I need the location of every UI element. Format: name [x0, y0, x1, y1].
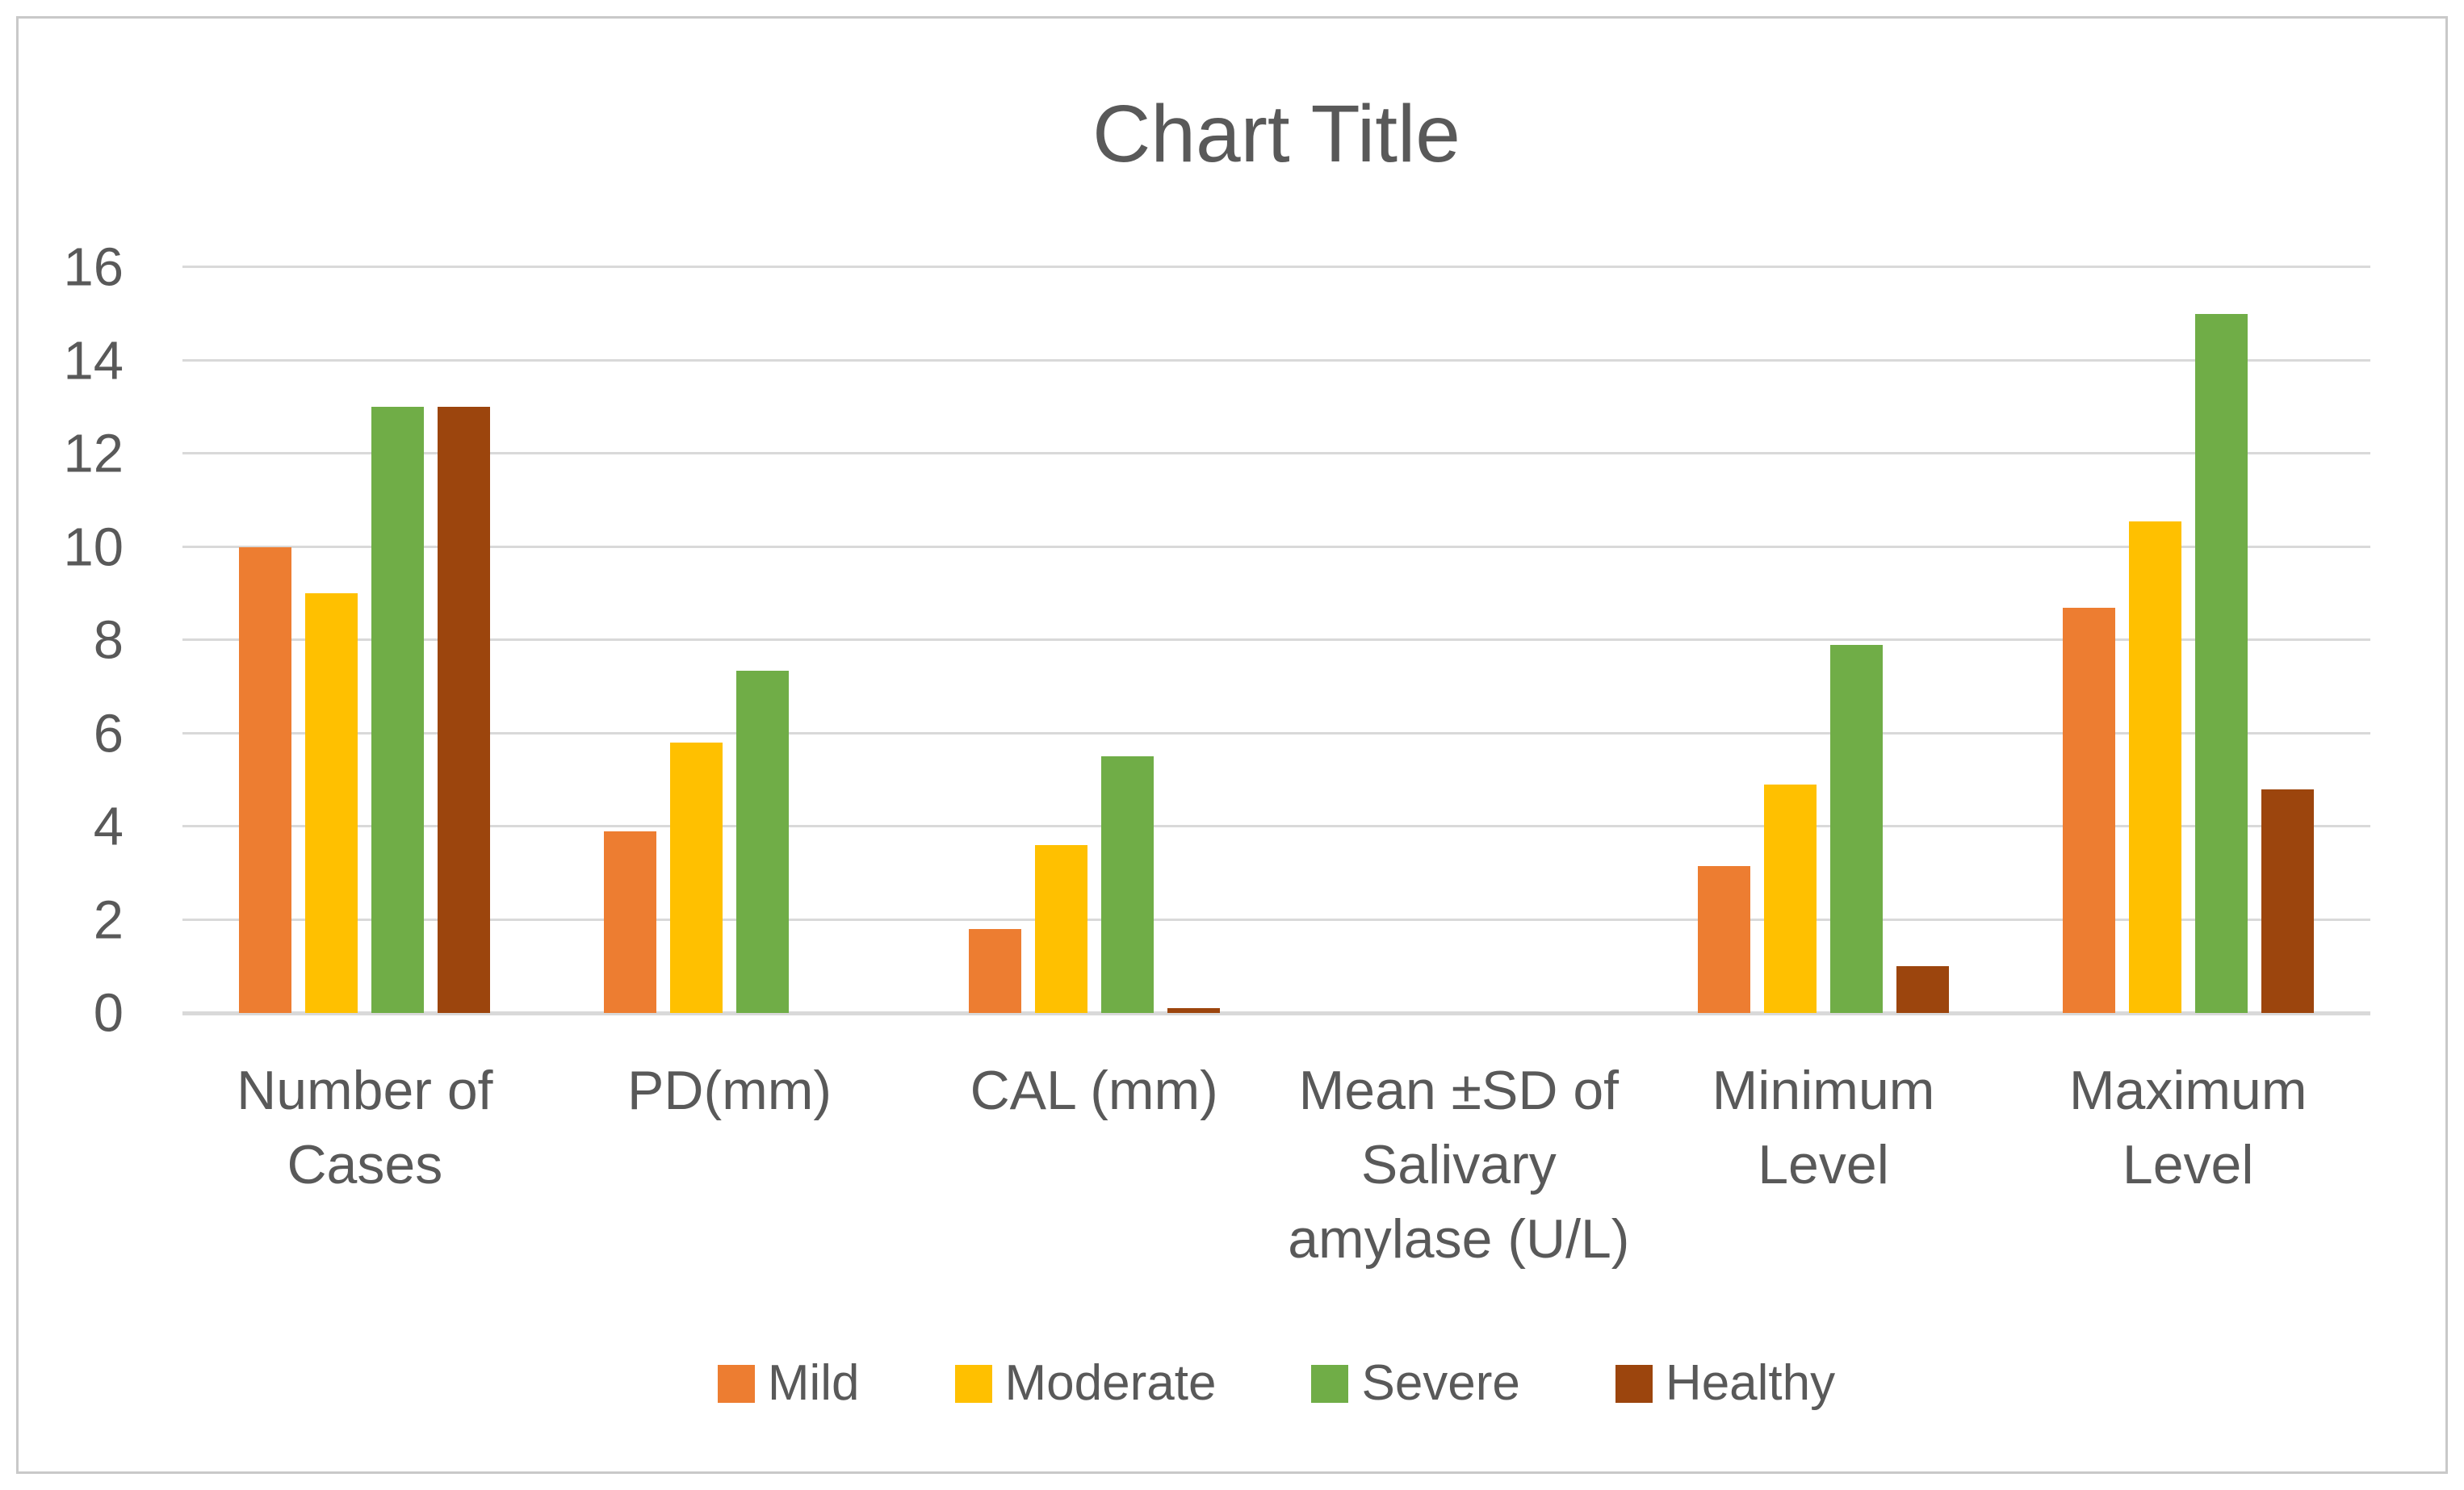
- bar-healthy-5: [2261, 789, 2314, 1013]
- legend-item-healthy: Healthy: [1615, 1358, 1835, 1408]
- bar-mild-2: [968, 929, 1021, 1013]
- gridline-y8: [182, 638, 2370, 641]
- gridline-y6: [182, 731, 2370, 735]
- legend: Mild Moderate Severe Healthy: [182, 1358, 2370, 1408]
- bar-severe-2: [1100, 756, 1154, 1013]
- bar-group-1: [547, 267, 912, 1013]
- y-tick-label-6: 6: [93, 703, 124, 764]
- legend-label-healthy: Healthy: [1665, 1355, 1836, 1411]
- legend-swatch-mild: [717, 1364, 755, 1403]
- bar-group-4: [1641, 267, 2006, 1013]
- y-tick-label-8: 8: [93, 609, 124, 671]
- legend-item-mild: Mild: [717, 1355, 860, 1411]
- legend-label-severe: Severe: [1361, 1355, 1520, 1411]
- bar-moderate-4: [1764, 785, 1817, 1013]
- x-axis-labels: Number of Cases PD(mm) CAL (mm) Mean ±SD of…: [182, 1053, 2370, 1276]
- bar-severe-0: [371, 407, 425, 1013]
- bar-healthy-0: [438, 407, 491, 1013]
- bar-group-2: [911, 267, 1276, 1013]
- bar-mild-0: [239, 546, 292, 1013]
- legend-item-severe: Severe: [1311, 1355, 1520, 1411]
- y-axis: 0 2 4 6 8 10 12 14 16: [19, 241, 124, 1040]
- bar-group-0: [182, 267, 547, 1013]
- bar-healthy-4: [1896, 966, 1950, 1013]
- y-tick-label-4: 4: [93, 796, 124, 857]
- chart-frame: Chart Title 0 2 4 6 8 10 12 14 16 Number of Case…: [16, 16, 2448, 1474]
- bar-moderate-1: [670, 743, 723, 1013]
- y-tick-label-12: 12: [63, 423, 124, 484]
- y-tick-label-2: 2: [93, 889, 124, 950]
- bar-group-3: [1276, 267, 1641, 1013]
- bar-groups: [182, 267, 2370, 1013]
- y-tick-label-0: 0: [93, 982, 124, 1044]
- category-label-0: Number of Cases: [237, 1060, 493, 1195]
- y-tick-label-14: 14: [63, 330, 124, 391]
- legend-swatch-healthy: [1615, 1364, 1653, 1403]
- category-label-1: PD(mm): [626, 1060, 832, 1121]
- x-axis-line: [182, 1011, 2370, 1015]
- legend-swatch-severe: [1311, 1364, 1349, 1403]
- legend-swatch-moderate: [954, 1364, 992, 1403]
- legend-label-mild: Mild: [767, 1355, 860, 1411]
- category-label-5: Maximum Level: [2068, 1060, 2307, 1195]
- plot-area: [182, 266, 2370, 1015]
- chart-title: Chart Title: [1092, 89, 1460, 179]
- bar-moderate-0: [305, 593, 358, 1013]
- gridline-y2: [182, 918, 2370, 921]
- bar-severe-1: [736, 670, 789, 1013]
- legend-item-moderate: Moderate: [954, 1355, 1217, 1411]
- gridline-y4: [182, 825, 2370, 827]
- category-label-3: Mean ±SD of Salivary amylase (U/L): [1288, 1060, 1630, 1270]
- category-label-2: CAL (mm): [970, 1060, 1218, 1121]
- bar-healthy-2: [1167, 1008, 1220, 1013]
- category-label-4: Minimum Level: [1712, 1060, 1935, 1195]
- bar-severe-5: [2194, 313, 2248, 1013]
- gridline-y10: [182, 545, 2370, 548]
- bar-moderate-5: [2128, 521, 2181, 1013]
- gridline-y14: [182, 358, 2370, 362]
- bar-mild-4: [1698, 866, 1751, 1013]
- gridline-y12: [182, 452, 2370, 454]
- bar-mild-1: [604, 831, 656, 1013]
- bar-moderate-2: [1034, 845, 1087, 1013]
- bar-mild-5: [2062, 607, 2115, 1013]
- bar-severe-4: [1830, 644, 1884, 1013]
- bar-group-5: [2005, 267, 2370, 1013]
- y-tick-label-10: 10: [63, 517, 124, 577]
- gridline-y16: [182, 266, 2370, 268]
- legend-label-moderate: Moderate: [1004, 1355, 1217, 1411]
- y-tick-label-16: 16: [63, 236, 124, 298]
